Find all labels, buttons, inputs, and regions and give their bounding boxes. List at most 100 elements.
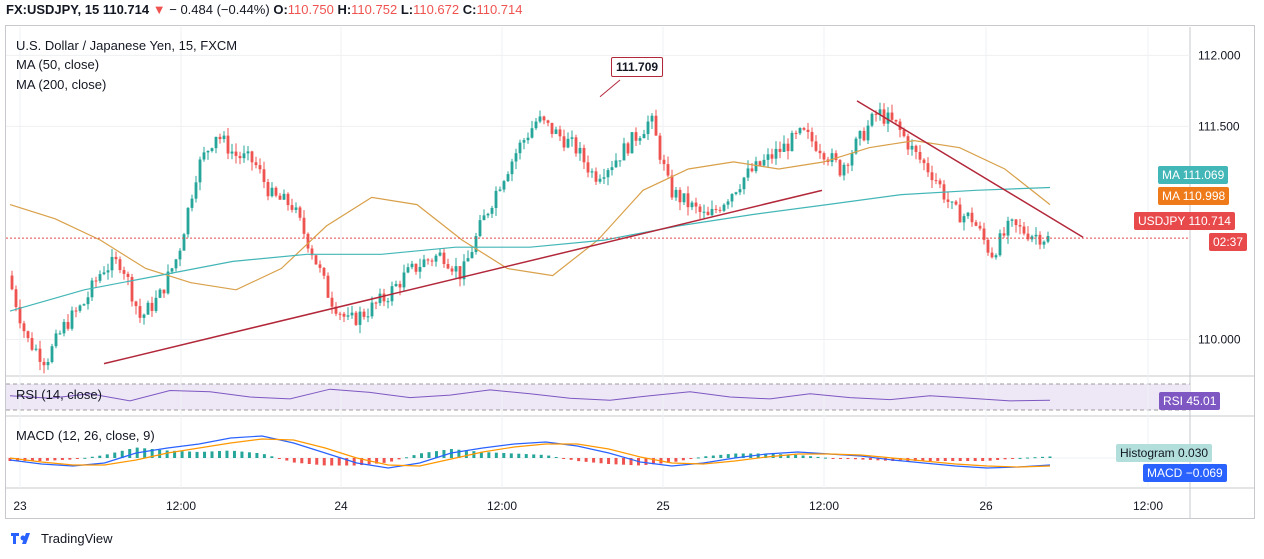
candle-body <box>398 283 402 288</box>
candle-body <box>162 289 166 294</box>
macd-histogram-bar <box>405 457 409 459</box>
candle <box>266 178 270 201</box>
candle-body <box>674 189 678 198</box>
candle <box>334 302 338 317</box>
candle-body <box>838 160 842 176</box>
macd-histogram-bar <box>165 450 169 458</box>
macd-histogram-bar <box>599 458 603 464</box>
candle <box>46 358 50 370</box>
candle <box>630 132 634 154</box>
candle <box>338 311 342 321</box>
candle-body <box>130 276 134 302</box>
candle-body <box>1014 219 1018 226</box>
candle-body <box>950 201 954 203</box>
candle-body <box>310 248 314 256</box>
macd-histogram-bar <box>195 451 199 458</box>
chart-frame[interactable] <box>5 25 1255 519</box>
macd-histogram-bar <box>839 458 843 459</box>
macd-histogram-bar <box>382 458 386 463</box>
candle <box>906 133 910 155</box>
candle <box>566 132 570 149</box>
macd-histogram-bar <box>943 458 947 461</box>
candle-body <box>170 268 174 272</box>
candle <box>974 219 978 227</box>
candle-body <box>762 159 766 166</box>
candle-body <box>754 161 758 172</box>
candle <box>846 162 850 174</box>
candle <box>30 332 34 352</box>
candle <box>250 150 254 171</box>
candle <box>254 156 258 169</box>
macd-histogram-bar <box>898 458 902 461</box>
macd-histogram-bar <box>457 449 461 458</box>
ma200-tag: MA 111.069 <box>1158 166 1229 184</box>
candle-body <box>142 314 146 318</box>
candle-body <box>786 143 790 152</box>
candle-body <box>710 208 714 216</box>
candle <box>582 144 586 170</box>
candle <box>782 135 786 152</box>
candle <box>462 254 466 286</box>
macd-histogram-bar <box>816 456 820 458</box>
macd-line <box>9 435 1051 469</box>
candle-body <box>462 261 466 280</box>
candle <box>290 198 294 213</box>
candle-body <box>758 161 762 166</box>
candle-body <box>410 263 414 268</box>
candle <box>946 191 950 209</box>
candle <box>18 299 22 329</box>
macd-histogram-bar <box>38 458 42 461</box>
macd-histogram-bar <box>1011 458 1015 459</box>
candle-body <box>342 313 346 317</box>
candle <box>634 127 638 146</box>
candle <box>970 207 974 227</box>
brand-label: TradingView <box>41 530 113 546</box>
candle-body <box>470 252 474 259</box>
chart-title: U.S. Dollar / Japanese Yen, 15, FXCM <box>16 38 238 53</box>
macd-histogram-bar <box>113 452 117 458</box>
candle <box>962 213 966 231</box>
macd-histogram-bar <box>143 448 147 458</box>
candle-body <box>962 216 966 223</box>
candle-body <box>958 204 962 223</box>
candle-body <box>1002 233 1006 236</box>
candle-body <box>510 161 514 175</box>
candle-body <box>374 302 378 304</box>
candle-body <box>466 258 470 262</box>
macd-histogram-bar <box>277 458 281 459</box>
candle-body <box>230 151 234 154</box>
candle-body <box>366 316 370 318</box>
macd-histogram-bar <box>307 458 311 464</box>
candle-body <box>490 208 494 214</box>
candle-body <box>394 283 398 287</box>
candle <box>918 145 922 164</box>
candle-body <box>234 151 238 156</box>
candle-body <box>850 153 854 166</box>
candle-body <box>994 255 998 258</box>
candle <box>202 146 206 162</box>
candle <box>22 320 26 338</box>
candle-body <box>362 311 366 317</box>
candle <box>186 207 190 238</box>
candle-body <box>290 205 294 210</box>
macd-histogram-bar <box>666 458 670 463</box>
candle <box>614 153 618 168</box>
candle <box>738 184 742 196</box>
candle <box>150 296 154 317</box>
macd-histogram-bar <box>53 458 57 461</box>
tradingview-brand[interactable]: TradingView <box>10 530 113 546</box>
candle-body <box>562 136 566 148</box>
candle <box>446 258 450 270</box>
candle <box>994 253 998 260</box>
candle-body <box>778 148 782 152</box>
signal-line <box>9 438 1051 468</box>
candle-body <box>678 189 682 203</box>
macd-histogram-bar <box>532 454 536 458</box>
candle <box>694 197 698 214</box>
candle <box>950 201 954 210</box>
candle <box>418 258 422 279</box>
candle <box>490 205 494 219</box>
candle-body <box>702 211 706 213</box>
candle-body <box>250 151 254 163</box>
